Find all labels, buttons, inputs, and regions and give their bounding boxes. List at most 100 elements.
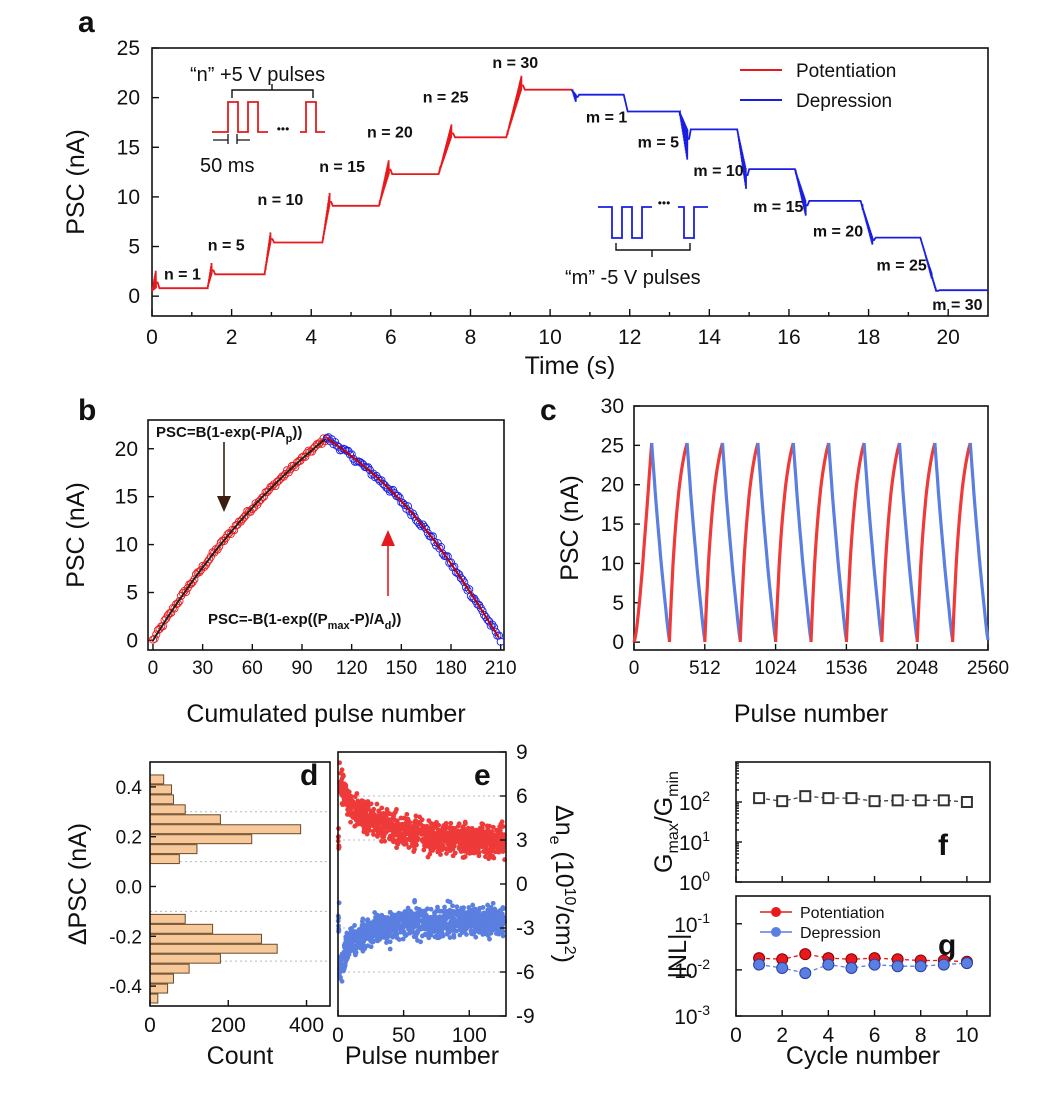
red-point (350, 800, 355, 806)
y-tick-label: 0 (126, 629, 138, 652)
y-label-mid: /G (650, 797, 678, 823)
red-point (463, 841, 469, 847)
blue-point (405, 905, 411, 911)
x-axis-label: Pulse number (734, 700, 888, 728)
y-tick-label: 3 (516, 829, 528, 852)
blue-point (370, 939, 375, 945)
stage-annotation: m = 25 (877, 257, 927, 274)
red-point (472, 833, 478, 839)
red-point (355, 798, 361, 804)
x-tick-label: 4 (305, 326, 317, 349)
red-point (420, 831, 426, 837)
red-point (356, 807, 361, 812)
blue-point (391, 918, 397, 924)
red-point (494, 827, 499, 833)
blue-point (442, 918, 448, 923)
red-point (437, 835, 442, 841)
red-point (433, 840, 438, 846)
red-point (342, 781, 347, 787)
x-tick-label: 2 (226, 326, 238, 349)
blue-point (473, 928, 479, 934)
blue-point (347, 937, 353, 942)
red-point (364, 831, 370, 837)
inset-width-arrows (213, 134, 250, 144)
x-tick-label: 210 (485, 658, 517, 679)
nl-line-1 (759, 962, 967, 974)
red-point (448, 820, 454, 826)
blue-point (384, 940, 389, 945)
red-point (497, 833, 502, 838)
potentiation-trace (151, 75, 572, 292)
red-point (443, 820, 449, 826)
blue-point (458, 909, 464, 914)
cycle-potentiation (774, 442, 795, 643)
red-point (346, 810, 352, 816)
panel-a-chart: 0 2 4 6 8 10 12 14 16 18 20 0 5 10 15 20 25 Time (s) PSC (… (62, 37, 989, 380)
blue-point (480, 915, 486, 921)
x-axis-label: Time (s) (525, 352, 616, 380)
dep-fit-line (326, 436, 500, 639)
y-label-sub: e (546, 836, 563, 845)
blue-point (470, 902, 476, 908)
y-tick-label: 20 (601, 474, 624, 497)
cycle-potentiation (667, 442, 689, 643)
cycle-depression (968, 442, 990, 641)
red-point (402, 824, 408, 830)
x-tick-label: 8 (465, 326, 477, 349)
plot-frame (149, 761, 331, 1007)
red-point (366, 828, 372, 833)
nl-point-1 (868, 958, 881, 971)
nl-point-1 (914, 960, 927, 973)
nl-point-1 (960, 957, 973, 970)
blue-point (416, 919, 422, 925)
blue-point (387, 939, 393, 945)
blue-point (392, 913, 398, 919)
y-tick-exp: 1 (702, 828, 710, 844)
x-tick-label: 200 (211, 1014, 246, 1037)
histogram-bar (149, 794, 174, 805)
panel-e-chart: 0 50 100 -9 -6 -3 0 3 6 9 Pulse number Δne (1010/cm… (332, 741, 578, 1070)
red-point (388, 833, 393, 839)
blue-point (437, 922, 442, 928)
stage-annotation: n = 15 (319, 159, 365, 176)
pot-point (190, 575, 199, 584)
x-tick-label: 6 (385, 326, 397, 349)
stage-annotation: n = 1 (164, 266, 201, 283)
red-point (496, 849, 502, 855)
y-tick-label: 0.4 (116, 778, 143, 799)
legend-pot-label: Potentiation (800, 905, 885, 922)
blue-point (485, 902, 491, 908)
red-point (474, 847, 480, 853)
ratio-point (891, 794, 904, 807)
y-label-sub2: min (665, 771, 682, 797)
ratio-point (753, 792, 766, 805)
blue-point (442, 904, 447, 910)
y-tick-label: 5 (126, 582, 138, 605)
x-tick-label: 400 (289, 1014, 324, 1037)
red-point (448, 843, 454, 848)
blue-point (414, 913, 419, 919)
blue-point (420, 923, 426, 929)
red-point (435, 845, 441, 851)
pot-point (297, 453, 307, 462)
pot-point (150, 634, 159, 643)
pot-point (301, 452, 310, 461)
dep-point (460, 578, 469, 587)
red-point (470, 844, 476, 850)
red-point (382, 838, 388, 844)
histogram-bar (149, 814, 221, 825)
blue-point (400, 936, 406, 942)
blue-point (442, 923, 448, 929)
red-point (461, 835, 467, 841)
blue-point (402, 931, 407, 937)
red-point (394, 845, 399, 851)
blue-point (488, 920, 494, 925)
red-point (479, 821, 485, 827)
red-point (444, 851, 449, 856)
blue-point (352, 923, 357, 928)
x-axis-label: Count (207, 1042, 274, 1070)
blue-point (353, 946, 358, 952)
histogram-bar (149, 953, 221, 964)
ratio-point (799, 790, 812, 803)
y-label-end: /cm (550, 905, 578, 945)
